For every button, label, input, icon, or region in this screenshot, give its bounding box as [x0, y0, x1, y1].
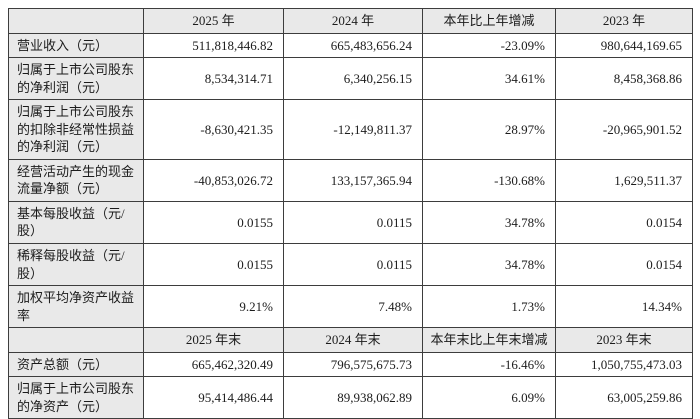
row-net-profit-excl-nonrecurring: 归属于上市公司股东的扣除非经常性损益的净利润（元） -8,630,421.35 …: [8, 99, 693, 160]
value-2024: 133,157,365.94: [283, 158, 423, 202]
corner-cell: [8, 8, 144, 34]
value-2025: 0.0155: [143, 243, 284, 287]
value-2023: 14.34%: [555, 285, 693, 329]
row-label: 经营活动产生的现金流量净额（元）: [8, 158, 144, 202]
row-weighted-avg-roe: 加权平均净资产收益率 9.21% 7.48% 1.73% 14.34%: [8, 285, 693, 329]
value-2024: -12,149,811.37: [283, 99, 423, 160]
value-yoy-change: 1.73%: [422, 285, 556, 329]
row-label: 归属于上市公司股东的扣除非经常性损益的净利润（元）: [8, 99, 144, 160]
row-label: 稀释每股收益（元/股）: [8, 243, 144, 287]
column-header-yoy-change: 本年比上年增减: [422, 8, 556, 34]
value-2023: 980,644,169.65: [555, 32, 693, 59]
row-net-profit-attributable: 归属于上市公司股东的净利润（元） 8,534,314.71 6,340,256.…: [8, 57, 693, 101]
column-header-2025: 2025 年: [143, 8, 284, 34]
value-2025: 9.21%: [143, 285, 284, 329]
row-diluted-eps: 稀释每股收益（元/股） 0.0155 0.0115 34.78% 0.0154: [8, 243, 693, 287]
value-2025: 8,534,314.71: [143, 57, 284, 101]
row-label: 基本每股收益（元/股）: [8, 200, 144, 245]
value-2024: 665,483,656.24: [283, 32, 423, 59]
value-2025-end: 665,462,320.49: [143, 351, 284, 378]
value-2023-end: 1,050,755,473.03: [555, 351, 693, 378]
header-row-period-end: 2025 年末 2024 年末 本年末比上年末增减 2023 年末: [8, 327, 693, 353]
row-total-assets: 资产总额（元） 665,462,320.49 796,575,675.73 -1…: [8, 351, 693, 378]
column-header-2024: 2024 年: [283, 8, 423, 34]
row-label: 营业收入（元）: [8, 32, 144, 59]
row-label: 资产总额（元）: [8, 351, 144, 378]
column-header-2025-end: 2025 年末: [143, 327, 284, 353]
row-operating-cash-flow: 经营活动产生的现金流量净额（元） -40,853,026.72 133,157,…: [8, 158, 693, 202]
corner-cell: [8, 327, 144, 353]
header-row-annual: 2025 年 2024 年 本年比上年增减 2023 年: [8, 8, 693, 34]
value-yoy-change: -23.09%: [422, 32, 556, 59]
row-net-assets-attributable: 归属于上市公司股东的净资产（元） 95,414,486.44 89,938,06…: [8, 376, 693, 419]
value-2023: 8,458,368.86: [555, 57, 693, 101]
value-2023: 1,629,511.37: [555, 158, 693, 202]
column-header-2024-end: 2024 年末: [283, 327, 423, 353]
value-2024-end: 796,575,675.73: [283, 351, 423, 378]
value-2025: -40,853,026.72: [143, 158, 284, 202]
value-2024: 7.48%: [283, 285, 423, 329]
value-yoy-change: 34.78%: [422, 200, 556, 245]
value-2023: -20,965,901.52: [555, 99, 693, 160]
value-2024: 6,340,256.15: [283, 57, 423, 101]
value-yoy-change: -130.68%: [422, 158, 556, 202]
value-end-yoy-change: 6.09%: [422, 376, 556, 419]
value-2023: 0.0154: [555, 243, 693, 287]
value-2025: 0.0155: [143, 200, 284, 245]
row-label: 归属于上市公司股东的净利润（元）: [8, 57, 144, 101]
value-end-yoy-change: -16.46%: [422, 351, 556, 378]
value-2023: 0.0154: [555, 200, 693, 245]
financial-summary-table: 2025 年 2024 年 本年比上年增减 2023 年 营业收入（元） 511…: [8, 8, 693, 419]
column-header-2023-end: 2023 年末: [555, 327, 693, 353]
value-2025-end: 95,414,486.44: [143, 376, 284, 419]
value-2024: 0.0115: [283, 243, 423, 287]
value-2023-end: 63,005,259.86: [555, 376, 693, 419]
column-header-2023: 2023 年: [555, 8, 693, 34]
value-yoy-change: 34.78%: [422, 243, 556, 287]
value-2024-end: 89,938,062.89: [283, 376, 423, 419]
value-2024: 0.0115: [283, 200, 423, 245]
value-2025: 511,818,446.82: [143, 32, 284, 59]
row-basic-eps: 基本每股收益（元/股） 0.0155 0.0115 34.78% 0.0154: [8, 200, 693, 245]
row-label: 归属于上市公司股东的净资产（元）: [8, 376, 144, 419]
column-header-end-yoy-change: 本年末比上年末增减: [422, 327, 556, 353]
row-label: 加权平均净资产收益率: [8, 285, 144, 329]
value-yoy-change: 28.97%: [422, 99, 556, 160]
row-operating-revenue: 营业收入（元） 511,818,446.82 665,483,656.24 -2…: [8, 32, 693, 59]
value-2025: -8,630,421.35: [143, 99, 284, 160]
value-yoy-change: 34.61%: [422, 57, 556, 101]
